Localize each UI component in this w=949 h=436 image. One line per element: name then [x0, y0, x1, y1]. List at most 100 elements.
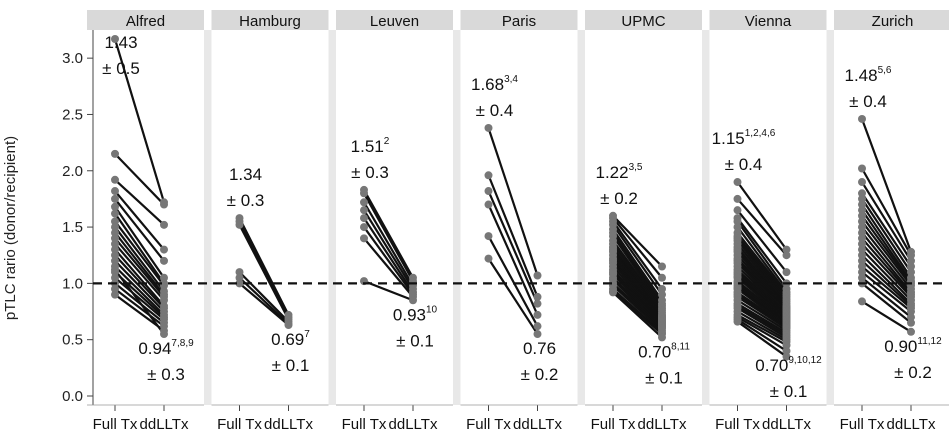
- pair-line-alfred-7: [113, 220, 166, 287]
- point-full-tx-zurich-1: [858, 164, 866, 173]
- pair-line-zurich-11: [860, 237, 913, 296]
- pair-line-vienna-23: [736, 276, 788, 321]
- pair-line-vienna-38: [736, 316, 788, 347]
- point-full-tx-hamburg-3: [235, 268, 244, 277]
- x-tick-label-leuven-full-tx: Full Tx: [342, 416, 387, 433]
- point-full-tx-alfred-6: [111, 209, 119, 218]
- ddlltx-mean-upmc: 0.708,11: [638, 341, 690, 361]
- panel-title-zurich: Zurich: [872, 13, 914, 30]
- point-ddlltx-paris-0: [533, 271, 542, 280]
- pair-line-alfred-2: [113, 178, 166, 226]
- point-full-tx-zurich-15: [858, 256, 866, 265]
- point-full-tx-zurich-17: [858, 268, 866, 277]
- full-tx-mean-hamburg: 1.34: [229, 165, 262, 184]
- point-full-tx-zurich-10: [858, 228, 866, 237]
- panel-title-vienna: Vienna: [745, 13, 792, 30]
- point-ddlltx-upmc-0: [658, 262, 666, 271]
- point-full-tx-zurich-4: [858, 194, 866, 203]
- x-tick-label-paris-ddlltx: ddLLTx: [513, 416, 562, 433]
- pair-line-vienna-18: [736, 265, 788, 315]
- ddlltx-sd-alfred: ± 0.3: [147, 365, 185, 384]
- pair-line-alfred-4: [113, 197, 166, 262]
- pair-line-alfred-11: [113, 242, 166, 302]
- full-tx-sd-vienna: ± 0.4: [725, 155, 763, 174]
- point-full-tx-vienna-5: [733, 223, 742, 232]
- point-full-tx-leuven-6: [360, 234, 368, 243]
- ddlltx-mean-vienna: 0.709,10,12: [755, 355, 822, 375]
- pair-line-leuven-2: [362, 201, 415, 287]
- point-ddlltx-zurich-19: [907, 318, 915, 327]
- ddlltx-mean-alfred: 0.947,8,9: [138, 338, 194, 358]
- pair-line-upmc-23: [611, 284, 664, 332]
- pair-line-upmc-5: [611, 231, 664, 305]
- point-full-tx-paris-2: [484, 187, 493, 196]
- ddlltx-mean-value-leuven: 0.93: [393, 305, 426, 324]
- point-full-tx-leuven-1: [360, 189, 368, 198]
- point-ddlltx-paris-2: [533, 299, 542, 308]
- pair-line-vienna-6: [736, 231, 788, 296]
- point-full-tx-alfred-3: [111, 187, 119, 196]
- ddlltx-mean-superscript-vienna: 9,10,12: [788, 355, 822, 366]
- full-tx-mean-value-paris: 1.68: [471, 75, 504, 94]
- pair-line-vienna-31: [736, 295, 788, 330]
- pair-line-leuven-7: [362, 280, 415, 302]
- panel-title-hamburg: Hamburg: [239, 13, 301, 30]
- ddlltx-sd-vienna: ± 0.1: [770, 382, 808, 401]
- panel-leuven: Leuven Full Tx ddLLTx 1.512 ± 0.3 0.9310 ± 0.1: [336, 10, 453, 433]
- ddlltx-sd-zurich: ± 0.2: [894, 363, 932, 382]
- pair-line-zurich-19: [860, 282, 913, 324]
- pair-line-hamburg-4: [238, 276, 290, 326]
- point-ddlltx-alfred-3: [160, 245, 168, 254]
- point-full-tx-zurich-3: [858, 189, 866, 198]
- point-full-tx-alfred-1: [111, 149, 119, 158]
- y-tick-label-0-0: 0.0: [62, 388, 83, 405]
- point-full-tx-zurich-18: [858, 273, 866, 282]
- paired-lines-paris: [487, 126, 539, 336]
- full-tx-mean-value-hamburg: 1.34: [229, 165, 262, 184]
- pair-line-zurich-18: [860, 276, 913, 319]
- pair-line-hamburg-1: [238, 220, 290, 319]
- x-tick-label-upmc-ddlltx: ddLLTx: [638, 416, 687, 433]
- full-tx-sd-upmc: ± 0.2: [600, 189, 638, 208]
- full-tx-mean-superscript-paris: 3,4: [504, 74, 518, 85]
- pair-line-upmc-2: [611, 220, 664, 291]
- point-full-tx-zurich-14: [858, 251, 866, 260]
- ddlltx-mean-value-hamburg: 0.69: [271, 330, 304, 349]
- full-tx-mean-value-upmc: 1.22: [596, 163, 629, 182]
- point-full-tx-zurich-2: [858, 178, 866, 187]
- pair-line-upmc-4: [611, 228, 664, 302]
- pair-line-alfred-10: [113, 237, 166, 298]
- point-ddlltx-vienna-39: [782, 346, 791, 355]
- point-ddlltx-alfred-11: [160, 296, 168, 305]
- x-tick-label-upmc-full-tx: Full Tx: [591, 416, 636, 433]
- pair-line-zurich-6: [860, 209, 913, 283]
- point-full-tx-alfred-13: [111, 251, 119, 260]
- point-full-tx-zurich-0: [858, 114, 866, 123]
- point-full-tx-paris-5: [484, 254, 493, 263]
- panel-strip-zurich: [834, 10, 949, 30]
- point-full-tx-paris-4: [484, 232, 493, 241]
- pair-line-leuven-1: [362, 192, 415, 283]
- pair-line-alfred-14: [113, 259, 166, 313]
- pair-line-alfred-8: [113, 225, 166, 293]
- point-ddlltx-upmc-1: [658, 273, 666, 282]
- pair-line-upmc-8: [611, 242, 664, 312]
- pair-line-alfred-21: [113, 268, 166, 336]
- y-tick-label-2-5: 2.5: [62, 106, 83, 123]
- pair-line-vienna-4: [736, 220, 788, 291]
- full-tx-mean-superscript-vienna: 1,2,4,6: [745, 128, 776, 139]
- x-tick-label-alfred-full-tx: Full Tx: [93, 416, 138, 433]
- point-full-tx-alfred-11: [111, 239, 119, 248]
- point-full-tx-paris-0: [484, 123, 493, 132]
- pair-line-leuven-5: [362, 225, 415, 296]
- paired-lines-upmc: [611, 214, 664, 339]
- y-axis-label: pTLC rario (donor/recipient): [2, 136, 19, 320]
- pair-line-zurich-4: [860, 197, 913, 274]
- full-tx-mean-alfred: 1.43: [104, 33, 137, 52]
- point-full-tx-leuven-4: [360, 214, 368, 223]
- pair-line-alfred-3: [113, 189, 166, 251]
- pair-line-paris-3: [487, 203, 539, 317]
- pair-line-leuven-3: [362, 209, 415, 291]
- point-full-tx-vienna-1: [733, 194, 742, 203]
